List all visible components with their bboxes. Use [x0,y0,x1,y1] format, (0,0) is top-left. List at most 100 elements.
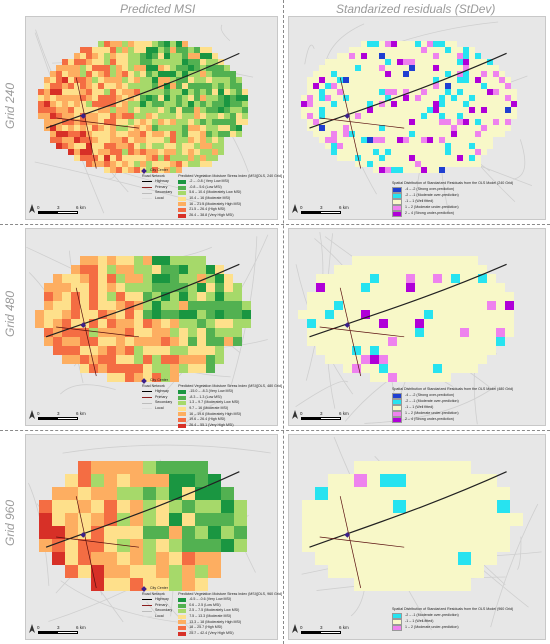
map-grid-cell [170,364,179,373]
map-grid-cell [170,161,176,167]
map-grid-cell [169,539,182,552]
map-grid-cell [170,301,179,310]
map-grid-cell [182,83,188,89]
map-grid-cell [104,149,110,155]
map-grid-cell [170,167,176,173]
map-grid-cell [110,107,116,113]
map-grid-cell [325,59,331,65]
map-grid-cell [373,89,379,95]
map-grid-cell [140,137,146,143]
map-grid-cell [86,53,92,59]
map-grid-cell [471,487,484,500]
map-grid-cell [367,101,373,107]
map-grid-cell [161,310,170,319]
map-grid-cell [86,137,92,143]
map-grid-cell [337,119,343,125]
background-road [513,139,526,180]
map-grid-cell [319,95,325,101]
map-grid-cell [433,83,439,89]
map-grid-cell [152,59,158,65]
map-grid-cell [487,346,496,355]
map-grid-cell [170,149,176,155]
map-grid-cell [385,41,391,47]
map-grid-cell [409,41,415,47]
map-grid-cell [406,328,415,337]
road-line-icon [142,198,152,200]
map-grid-cell [218,107,224,113]
map-grid-cell [74,107,80,113]
map-grid-cell [361,47,367,53]
map-grid-cell [373,95,379,101]
map-grid-cell [388,265,397,274]
class-swatch [392,392,402,399]
map-grid-cell [469,83,475,89]
map-grid-cell [179,301,188,310]
map-grid-cell [107,301,116,310]
map-grid-cell [439,167,445,173]
map-grid-cell [161,301,170,310]
map-grid-cell [380,526,393,539]
map-grid-cell [230,125,236,131]
map-grid-cell [197,256,206,265]
map-grid-cell [319,71,325,77]
residuals-map-960[interactable] [288,434,546,640]
map-grid-cell [433,149,439,155]
map-grid-cell [439,83,445,89]
map-grid-cell [170,131,176,137]
map-grid-cell [460,274,469,283]
residuals-map-240[interactable] [288,16,546,220]
highway-line [309,263,507,338]
map-grid-cell [230,83,236,89]
residuals-map-480[interactable] [288,228,546,426]
map-grid-cell [197,274,206,283]
map-grid-cell [432,461,445,474]
map-grid-cell [89,319,98,328]
map-grid-cell [424,310,433,319]
map-grid-cell [325,71,331,77]
map-grid-cell [457,65,463,71]
map-grid-cell [206,346,215,355]
map-grid-cell [98,143,104,149]
map-grid-cell [367,77,373,83]
map-grid-cell [505,83,511,89]
map-grid-cell [194,95,200,101]
map-grid-cell [307,310,316,319]
map-grid-cell [380,474,393,487]
map-grid-cell [80,71,86,77]
map-grid-cell [337,65,343,71]
map-grid-cell [197,355,206,364]
map-grid-cell [391,161,397,167]
map-grid-cell [116,373,125,382]
map-grid-cell [182,513,195,526]
map-grid-cell [218,137,224,143]
map-grid-cell [62,328,71,337]
map-grid-cell [361,113,367,119]
class-swatch [178,412,187,417]
map-grid-cell [98,274,107,283]
legend-road-item: Local [142,196,172,202]
map-grid-cell [117,526,130,539]
map-grid-cell [355,107,361,113]
legend-class-item: -4 – -2 (Strong over-prediction) [392,186,513,193]
map-grid-cell [424,292,433,301]
map-grid-cell [331,119,337,125]
map-grid-cell [343,310,352,319]
map-grid-cell [484,500,497,513]
map-grid-cell [80,119,86,125]
predicted-msi-map-240[interactable] [25,16,278,220]
map-grid-cell [134,346,143,355]
map-grid-cell [341,487,354,500]
predicted-msi-map-480[interactable] [25,228,278,426]
map-grid-cell [182,77,188,83]
map-grid-cell [78,461,91,474]
map-grid-cell [194,131,200,137]
map-grid-cell [122,59,128,65]
highway-line [309,52,507,129]
map-grid-cell [78,487,91,500]
map-grid-cell [62,65,68,71]
map-grid-cell [373,65,379,71]
map-grid-cell [469,71,475,77]
map-grid-cell [128,149,134,155]
map-grid-cell [427,125,433,131]
map-grid-cell [406,346,415,355]
